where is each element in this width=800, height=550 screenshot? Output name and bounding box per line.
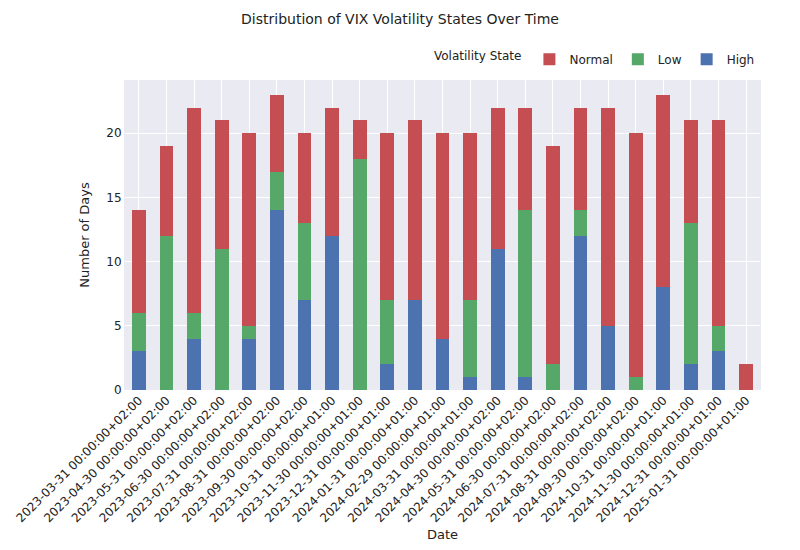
svg-text:2024-05-31 00:00:00+02:00: 2024-05-31 00:00:00+02:00 [400, 393, 532, 525]
svg-text:Normal: Normal [569, 53, 612, 67]
svg-text:0: 0 [114, 383, 122, 397]
svg-text:15: 15 [106, 191, 121, 205]
svg-text:2025-01-31 00:00:00+01:00: 2025-01-31 00:00:00+01:00 [621, 393, 753, 525]
svg-text:Distribution of VIX Volatility: Distribution of VIX Volatility States Ov… [241, 11, 559, 27]
svg-text:20: 20 [106, 126, 121, 140]
svg-text:2024-07-31 00:00:00+02:00: 2024-07-31 00:00:00+02:00 [455, 393, 587, 525]
svg-text:2023-09-30 00:00:00+02:00: 2023-09-30 00:00:00+02:00 [179, 393, 311, 525]
svg-text:2023-11-30 00:00:00+01:00: 2023-11-30 00:00:00+01:00 [234, 393, 366, 525]
svg-text:10: 10 [106, 255, 121, 269]
svg-text:Volatility State: Volatility State [434, 49, 521, 63]
svg-text:2023-10-31 00:00:00+01:00: 2023-10-31 00:00:00+01:00 [207, 393, 339, 525]
svg-text:2024-09-30 00:00:00+02:00: 2024-09-30 00:00:00+02:00 [511, 393, 643, 525]
svg-text:2024-06-30 00:00:00+02:00: 2024-06-30 00:00:00+02:00 [428, 393, 560, 525]
svg-text:2023-04-30 00:00:00+02:00: 2023-04-30 00:00:00+02:00 [41, 393, 173, 525]
svg-text:2024-11-30 00:00:00+01:00: 2024-11-30 00:00:00+01:00 [566, 393, 698, 525]
svg-text:2024-10-31 00:00:00+01:00: 2024-10-31 00:00:00+01:00 [538, 393, 670, 525]
svg-text:2023-05-31 00:00:00+02:00: 2023-05-31 00:00:00+02:00 [69, 393, 201, 525]
svg-text:2024-08-31 00:00:00+02:00: 2024-08-31 00:00:00+02:00 [483, 393, 615, 525]
svg-text:High: High [727, 53, 755, 67]
svg-text:Number of Days: Number of Days [77, 182, 92, 288]
svg-text:2023-06-30 00:00:00+02:00: 2023-06-30 00:00:00+02:00 [96, 393, 228, 525]
svg-text:2024-03-31 00:00:00+01:00: 2024-03-31 00:00:00+01:00 [345, 393, 477, 525]
svg-text:2023-03-31 00:00:00+02:00: 2023-03-31 00:00:00+02:00 [14, 393, 146, 525]
svg-text:2023-12-31 00:00:00+01:00: 2023-12-31 00:00:00+01:00 [262, 393, 394, 525]
svg-text:2023-08-31 00:00:00+02:00: 2023-08-31 00:00:00+02:00 [152, 393, 284, 525]
svg-text:Low: Low [658, 53, 682, 67]
svg-text:2024-04-30 00:00:00+02:00: 2024-04-30 00:00:00+02:00 [372, 393, 504, 525]
svg-text:5: 5 [114, 319, 122, 333]
svg-text:Date: Date [427, 527, 458, 542]
svg-text:2024-01-31 00:00:00+01:00: 2024-01-31 00:00:00+01:00 [290, 393, 422, 525]
svg-text:2024-02-29 00:00:00+01:00: 2024-02-29 00:00:00+01:00 [317, 393, 449, 525]
svg-text:2023-07-31 00:00:00+02:00: 2023-07-31 00:00:00+02:00 [124, 393, 256, 525]
svg-text:2024-12-31 00:00:00+01:00: 2024-12-31 00:00:00+01:00 [593, 393, 725, 525]
